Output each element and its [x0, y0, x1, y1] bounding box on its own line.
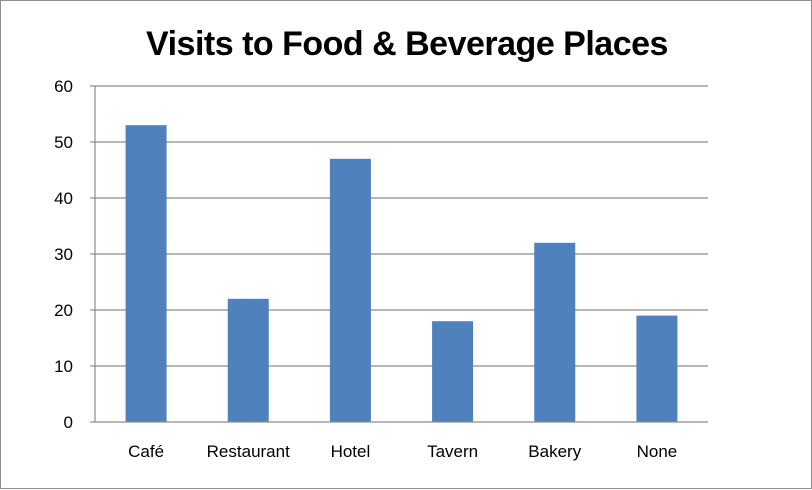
y-tick-label: 20	[54, 301, 73, 320]
bar-tavern	[432, 321, 474, 422]
x-tick-label: Tavern	[427, 442, 478, 461]
bars	[125, 125, 678, 423]
x-tick-label: Café	[128, 442, 164, 461]
y-tick-labels: 0 10 20 30 40 50 60	[54, 77, 73, 432]
y-tick-label: 10	[54, 357, 73, 376]
bar-none	[636, 315, 678, 422]
axes	[90, 85, 708, 423]
y-tick-label: 60	[54, 77, 73, 96]
bar-hotel	[329, 158, 371, 423]
x-tick-label: Hotel	[331, 442, 371, 461]
y-tick-label: 40	[54, 189, 73, 208]
chart-title: Visits to Food & Beverage Places	[146, 25, 668, 63]
x-tick-label: Bakery	[528, 442, 581, 461]
y-tick-label: 30	[54, 245, 73, 264]
y-tick-label: 0	[64, 413, 73, 432]
bar-caf-	[125, 125, 167, 422]
x-tick-label: Restaurant	[207, 442, 290, 461]
bar-bakery	[534, 242, 576, 422]
gridlines	[95, 85, 708, 367]
x-tick-labels: Café Restaurant Hotel Tavern Bakery None	[128, 442, 677, 461]
y-tick-label: 50	[54, 133, 73, 152]
bar-restaurant	[227, 298, 269, 422]
x-tick-label: None	[637, 442, 678, 461]
